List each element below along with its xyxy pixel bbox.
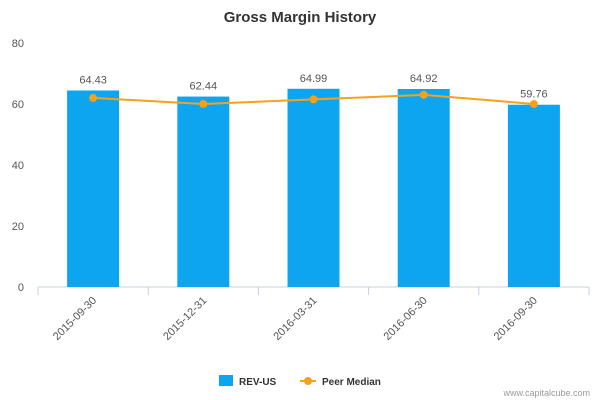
bar-data-label: 64.92 — [410, 73, 438, 85]
x-axis — [37, 286, 590, 295]
legend-marker-peer-median — [304, 377, 312, 385]
x-tick-label: 2015-09-30 — [51, 295, 99, 343]
legend-item-rev-us[interactable]: REV-US — [219, 375, 277, 388]
peer-median-point[interactable] — [419, 90, 428, 99]
legend-label-rev-us: REV-US — [239, 377, 277, 388]
peer-median-point[interactable] — [309, 95, 318, 104]
legend-swatch-rev-us — [219, 375, 233, 386]
bar-2015-12-31[interactable] — [177, 96, 230, 287]
bar-series — [67, 88, 560, 288]
bar-data-label: 64.43 — [79, 74, 107, 86]
x-tick-label: 2016-09-30 — [492, 295, 540, 343]
legend[interactable]: REV-US Peer Median — [219, 375, 381, 388]
peer-median-point[interactable] — [199, 100, 208, 108]
y-tick-label: 60 — [12, 99, 24, 111]
x-tick-label: 2016-03-31 — [271, 295, 319, 343]
bar-data-label: 62.44 — [190, 81, 218, 93]
bar-2016-06-30[interactable] — [397, 88, 450, 287]
y-tick-label: 40 — [12, 160, 24, 172]
peer-median-series — [89, 90, 538, 108]
y-tick-label: 20 — [12, 221, 24, 233]
bar-data-label: 59.76 — [520, 89, 548, 101]
bar-data-label: 64.99 — [300, 73, 328, 85]
legend-label-peer-median: Peer Median — [322, 377, 381, 388]
bar-2016-09-30[interactable] — [507, 104, 560, 288]
bar-data-labels: 64.43 62.44 64.99 64.92 59.76 — [79, 73, 547, 101]
legend-item-peer-median[interactable]: Peer Median — [300, 377, 381, 388]
x-tick-label: 2016-06-30 — [382, 295, 430, 343]
y-axis: 0 20 40 60 80 — [12, 38, 24, 294]
credit-text: www.capitalcube.com — [502, 388, 590, 398]
y-tick-label: 80 — [12, 38, 24, 50]
bar-2015-09-30[interactable] — [67, 90, 120, 288]
peer-median-point[interactable] — [529, 100, 538, 108]
x-tick-label: 2015-12-31 — [161, 295, 209, 343]
chart-title: Gross Margin History — [224, 9, 377, 26]
y-tick-label: 0 — [18, 282, 24, 294]
x-tick-labels: 2015-09-30 2015-12-31 2016-03-31 2016-06-30… — [51, 295, 540, 343]
peer-median-point[interactable] — [89, 93, 98, 102]
bar-2016-03-31[interactable] — [287, 88, 340, 287]
